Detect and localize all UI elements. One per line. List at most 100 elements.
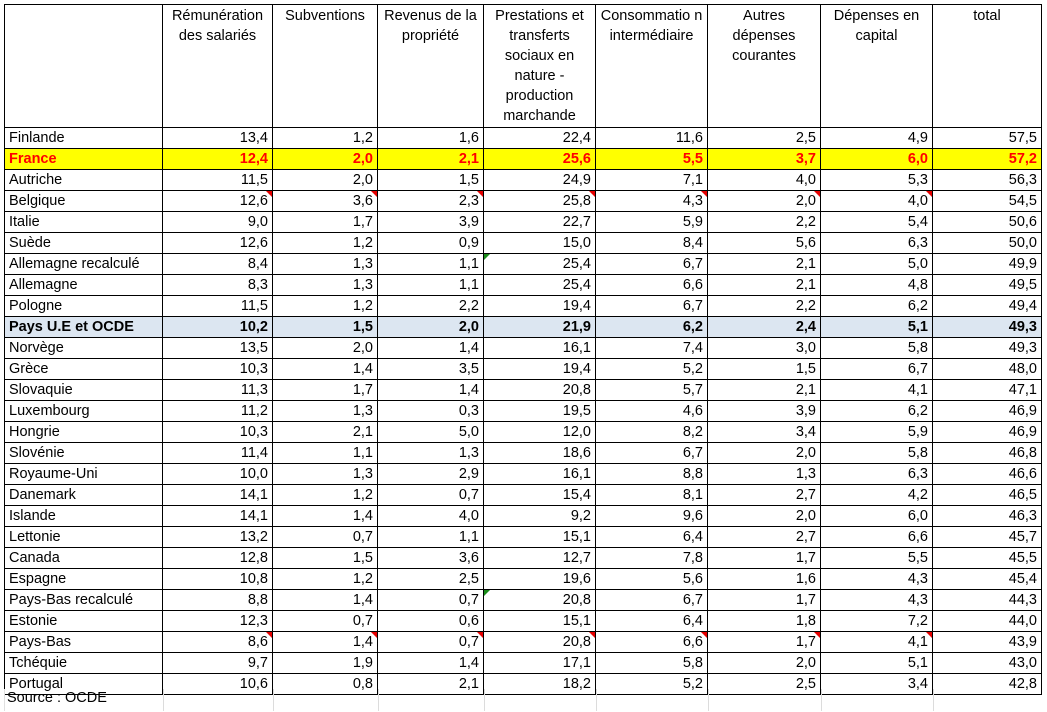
prestations-cell[interactable]: 25,4: [483, 253, 596, 275]
depenses-capital-cell[interactable]: 5,4: [820, 211, 933, 233]
autres-cell[interactable]: 4,0: [707, 169, 821, 191]
depenses-capital-cell[interactable]: 5,1: [820, 316, 933, 338]
consommation-cell[interactable]: 6,7: [595, 589, 708, 611]
prestations-cell[interactable]: 22,7: [483, 211, 596, 233]
total-cell[interactable]: 42,8: [932, 673, 1042, 695]
autres-cell[interactable]: 5,6: [707, 232, 821, 254]
country-cell[interactable]: Islande: [4, 505, 163, 527]
subventions-cell[interactable]: 1,3: [272, 400, 378, 422]
total-cell[interactable]: 43,9: [932, 631, 1042, 653]
remuneration-cell[interactable]: 8,3: [162, 274, 273, 296]
total-cell[interactable]: 46,5: [932, 484, 1042, 506]
subventions-cell[interactable]: 0,7: [272, 610, 378, 632]
autres-cell[interactable]: 2,1: [707, 274, 821, 296]
autres-cell[interactable]: 3,4: [707, 421, 821, 443]
depenses-capital-cell[interactable]: 5,9: [820, 421, 933, 443]
prestations-cell[interactable]: 9,2: [483, 505, 596, 527]
prestations-cell[interactable]: 15,4: [483, 484, 596, 506]
consommation-cell[interactable]: 11,6: [595, 127, 708, 149]
autres-cell[interactable]: 1,5: [707, 358, 821, 380]
total-cell[interactable]: 57,2: [932, 148, 1042, 170]
country-cell[interactable]: Canada: [4, 547, 163, 569]
country-cell[interactable]: Danemark: [4, 484, 163, 506]
revenus-cell[interactable]: 5,0: [377, 421, 484, 443]
depenses-capital-cell[interactable]: 6,3: [820, 232, 933, 254]
total-cell[interactable]: 44,3: [932, 589, 1042, 611]
revenus-cell[interactable]: 1,6: [377, 127, 484, 149]
consommation-cell[interactable]: 6,6: [595, 631, 708, 653]
total-cell[interactable]: 57,5: [932, 127, 1042, 149]
revenus-cell[interactable]: 2,9: [377, 463, 484, 485]
prestations-cell[interactable]: 15,1: [483, 526, 596, 548]
revenus-cell[interactable]: 1,4: [377, 379, 484, 401]
total-cell[interactable]: 50,6: [932, 211, 1042, 233]
subventions-cell[interactable]: 2,0: [272, 337, 378, 359]
subventions-cell[interactable]: 1,3: [272, 274, 378, 296]
header-prestations[interactable]: Prestations et transferts sociaux en nat…: [483, 4, 596, 128]
depenses-capital-cell[interactable]: 6,0: [820, 505, 933, 527]
prestations-cell[interactable]: 12,7: [483, 547, 596, 569]
revenus-cell[interactable]: 2,2: [377, 295, 484, 317]
autres-cell[interactable]: 2,2: [707, 211, 821, 233]
revenus-cell[interactable]: 3,6: [377, 547, 484, 569]
consommation-cell[interactable]: 6,7: [595, 253, 708, 275]
total-cell[interactable]: 44,0: [932, 610, 1042, 632]
header-depenses-capital[interactable]: Dépenses en capital: [820, 4, 933, 128]
autres-cell[interactable]: 2,2: [707, 295, 821, 317]
country-cell[interactable]: Estonie: [4, 610, 163, 632]
subventions-cell[interactable]: 1,2: [272, 484, 378, 506]
prestations-cell[interactable]: 19,4: [483, 358, 596, 380]
revenus-cell[interactable]: 0,7: [377, 589, 484, 611]
consommation-cell[interactable]: 5,9: [595, 211, 708, 233]
depenses-capital-cell[interactable]: 6,3: [820, 463, 933, 485]
country-cell[interactable]: Royaume-Uni: [4, 463, 163, 485]
total-cell[interactable]: 49,3: [932, 316, 1042, 338]
depenses-capital-cell[interactable]: 4,3: [820, 568, 933, 590]
consommation-cell[interactable]: 7,4: [595, 337, 708, 359]
autres-cell[interactable]: 3,9: [707, 400, 821, 422]
remuneration-cell[interactable]: 8,8: [162, 589, 273, 611]
consommation-cell[interactable]: 6,7: [595, 442, 708, 464]
revenus-cell[interactable]: 1,1: [377, 274, 484, 296]
header-remuneration[interactable]: Rémunération des salariés: [162, 4, 273, 128]
prestations-cell[interactable]: 19,6: [483, 568, 596, 590]
country-cell[interactable]: Finlande: [4, 127, 163, 149]
subventions-cell[interactable]: 1,4: [272, 631, 378, 653]
total-cell[interactable]: 45,5: [932, 547, 1042, 569]
revenus-cell[interactable]: 2,1: [377, 673, 484, 695]
subventions-cell[interactable]: 1,5: [272, 547, 378, 569]
depenses-capital-cell[interactable]: 5,5: [820, 547, 933, 569]
consommation-cell[interactable]: 5,7: [595, 379, 708, 401]
subventions-cell[interactable]: 1,5: [272, 316, 378, 338]
prestations-cell[interactable]: 18,2: [483, 673, 596, 695]
autres-cell[interactable]: 1,8: [707, 610, 821, 632]
autres-cell[interactable]: 3,0: [707, 337, 821, 359]
prestations-cell[interactable]: 20,8: [483, 589, 596, 611]
total-cell[interactable]: 49,9: [932, 253, 1042, 275]
consommation-cell[interactable]: 6,2: [595, 316, 708, 338]
remuneration-cell[interactable]: 12,8: [162, 547, 273, 569]
total-cell[interactable]: 46,9: [932, 400, 1042, 422]
consommation-cell[interactable]: 8,8: [595, 463, 708, 485]
remuneration-cell[interactable]: 13,5: [162, 337, 273, 359]
country-cell[interactable]: Portugal: [4, 673, 163, 695]
prestations-cell[interactable]: 20,8: [483, 631, 596, 653]
autres-cell[interactable]: 2,7: [707, 526, 821, 548]
country-cell[interactable]: Belgique: [4, 190, 163, 212]
remuneration-cell[interactable]: 10,3: [162, 358, 273, 380]
header-total[interactable]: total: [932, 4, 1042, 128]
consommation-cell[interactable]: 6,7: [595, 295, 708, 317]
depenses-capital-cell[interactable]: 4,1: [820, 379, 933, 401]
consommation-cell[interactable]: 5,6: [595, 568, 708, 590]
revenus-cell[interactable]: 1,4: [377, 652, 484, 674]
depenses-capital-cell[interactable]: 4,8: [820, 274, 933, 296]
country-cell[interactable]: Pays-Bas: [4, 631, 163, 653]
autres-cell[interactable]: 1,7: [707, 547, 821, 569]
prestations-cell[interactable]: 21,9: [483, 316, 596, 338]
revenus-cell[interactable]: 3,5: [377, 358, 484, 380]
subventions-cell[interactable]: 2,1: [272, 421, 378, 443]
total-cell[interactable]: 49,4: [932, 295, 1042, 317]
consommation-cell[interactable]: 4,3: [595, 190, 708, 212]
country-cell[interactable]: Italie: [4, 211, 163, 233]
depenses-capital-cell[interactable]: 6,2: [820, 400, 933, 422]
